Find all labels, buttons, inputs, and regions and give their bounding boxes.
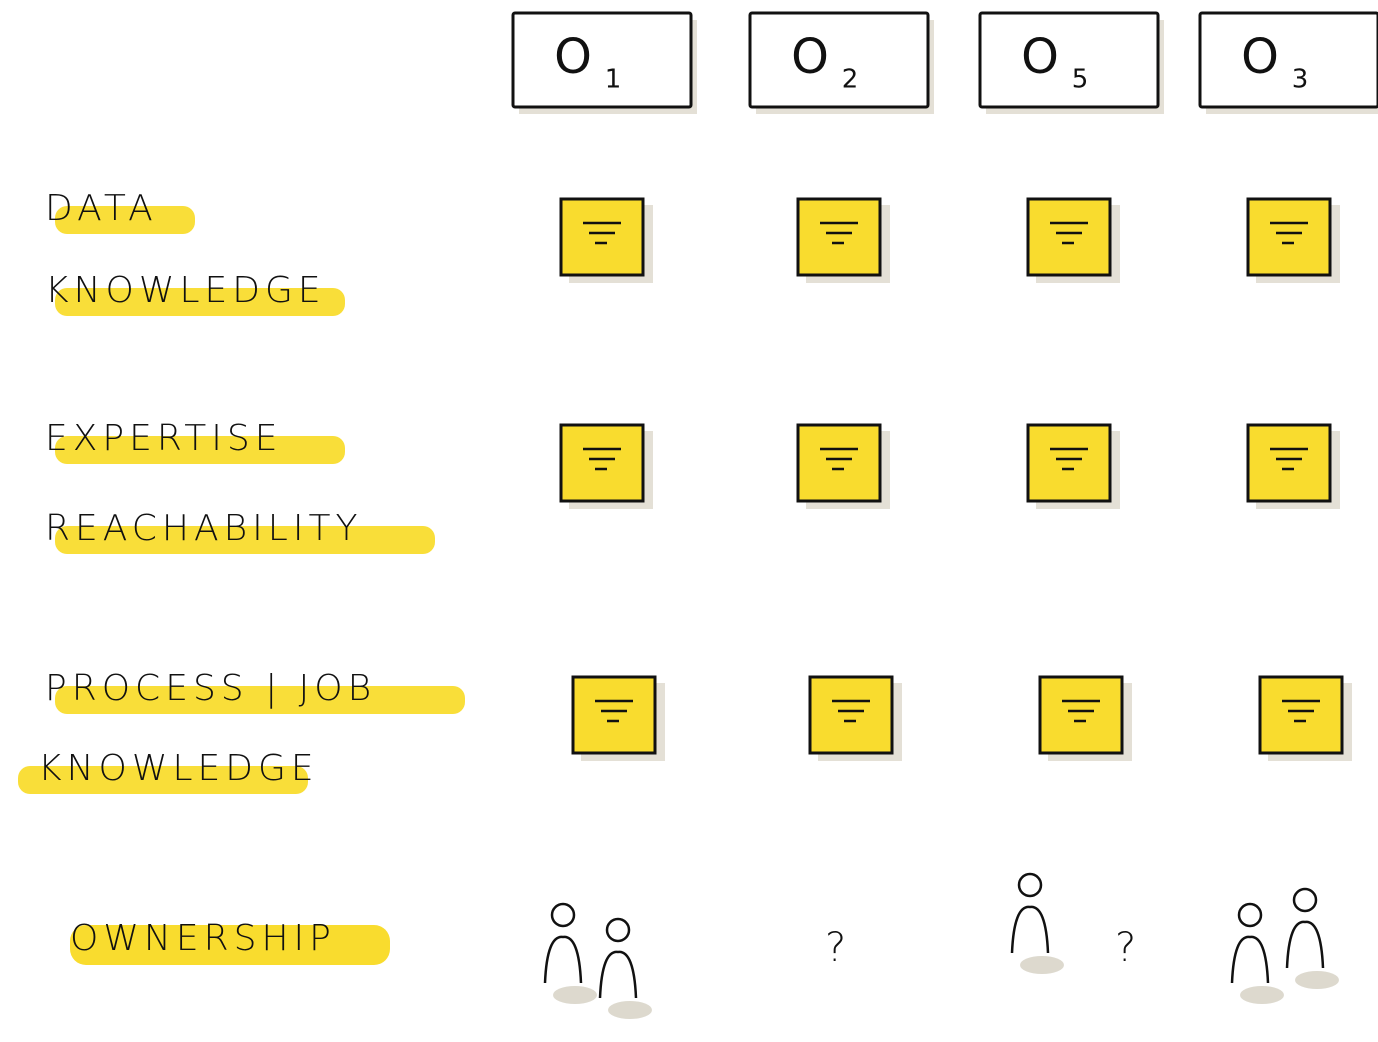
- header-box: [1198, 11, 1378, 109]
- header-letter: O: [554, 29, 592, 85]
- person-head: [1017, 872, 1043, 898]
- person-head: [605, 917, 631, 943]
- person-body: [1285, 920, 1325, 969]
- sticky-note: [1246, 423, 1332, 503]
- person-body: [1230, 935, 1270, 984]
- header-letter: O: [1021, 29, 1059, 85]
- person-shadow: [1020, 956, 1064, 974]
- sticky-note: [559, 197, 645, 277]
- sticky-note: [1026, 197, 1112, 277]
- highlight: [70, 925, 390, 965]
- header-letter: O: [791, 29, 829, 85]
- sticky-note: [1246, 197, 1332, 277]
- header-index: 3: [1292, 65, 1309, 95]
- header-index: 2: [842, 65, 859, 95]
- question-mark: ?: [1115, 925, 1136, 971]
- person-shadow: [1240, 986, 1284, 1004]
- sticky-note: [1038, 675, 1124, 755]
- header-box: [748, 11, 930, 109]
- people: [1010, 872, 1064, 974]
- highlight: [55, 686, 465, 714]
- header-letter: O: [1241, 29, 1279, 85]
- row-label: OWNERSHIP: [70, 918, 336, 959]
- row-label: KNOWLEDGE: [38, 748, 319, 789]
- highlight: [55, 206, 195, 234]
- highlight: [55, 288, 345, 316]
- sticky-note: [796, 423, 882, 503]
- header-box: [978, 11, 1160, 109]
- person-head: [550, 902, 576, 928]
- person-shadow: [608, 1001, 652, 1019]
- person-body: [598, 950, 638, 999]
- sticky-note: [808, 675, 894, 755]
- sticky-note: [1026, 423, 1112, 503]
- people: [1230, 887, 1339, 1004]
- highlight: [55, 526, 435, 554]
- header-index: 1: [605, 65, 622, 95]
- person-head: [1237, 902, 1263, 928]
- sticky-note: [571, 675, 657, 755]
- person-shadow: [1295, 971, 1339, 989]
- row-label: REACHABILITY: [45, 508, 362, 549]
- header-box: [511, 11, 693, 109]
- row-label: EXPERTISE: [45, 418, 282, 459]
- row-label: DATA: [45, 188, 158, 229]
- person-shadow: [553, 986, 597, 1004]
- header-index: 5: [1072, 65, 1089, 95]
- person-head: [1292, 887, 1318, 913]
- sticky-note: [1258, 675, 1344, 755]
- highlight: [18, 766, 308, 794]
- question-mark: ?: [825, 925, 846, 971]
- person-body: [1010, 905, 1050, 954]
- row-label: PROCESS | JOB: [45, 668, 376, 709]
- highlight: [55, 436, 345, 464]
- sticky-note: [796, 197, 882, 277]
- people: [543, 902, 652, 1019]
- person-body: [543, 935, 583, 984]
- sticky-note: [559, 423, 645, 503]
- row-label: KNOWLEDGE: [45, 270, 326, 311]
